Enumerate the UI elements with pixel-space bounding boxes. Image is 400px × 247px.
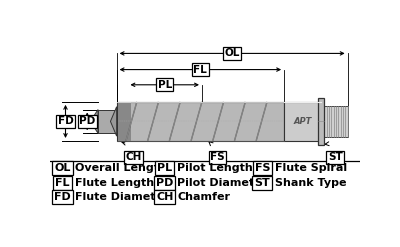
Text: PD: PD — [79, 116, 95, 126]
Text: Pilot Diameter: Pilot Diameter — [177, 178, 267, 188]
Text: FL: FL — [194, 64, 207, 75]
Text: FS: FS — [255, 164, 270, 173]
Polygon shape — [110, 107, 117, 136]
Text: Flute Spiral: Flute Spiral — [275, 164, 347, 173]
Bar — [98, 109, 117, 133]
Bar — [117, 102, 284, 141]
Text: Shank Type: Shank Type — [275, 178, 346, 188]
Text: FL: FL — [55, 178, 70, 188]
Text: OL: OL — [224, 48, 240, 58]
Bar — [318, 98, 324, 145]
Text: Flute Length: Flute Length — [75, 178, 154, 188]
Text: PL: PL — [158, 80, 172, 90]
Text: Flute Diameter: Flute Diameter — [75, 192, 168, 202]
Text: CH: CH — [156, 192, 173, 202]
Text: ST: ST — [328, 152, 342, 162]
Text: FD: FD — [58, 116, 73, 126]
Text: PD: PD — [156, 178, 173, 188]
Bar — [117, 102, 131, 141]
Text: APT: APT — [294, 117, 312, 126]
Text: Overall Length: Overall Length — [75, 164, 167, 173]
Text: OL: OL — [54, 164, 70, 173]
Text: Pilot Length: Pilot Length — [177, 164, 253, 173]
Text: ST: ST — [254, 178, 270, 188]
Bar — [284, 102, 321, 141]
Text: Chamfer: Chamfer — [177, 192, 230, 202]
Text: CH: CH — [126, 152, 142, 162]
Text: PL: PL — [157, 164, 172, 173]
Polygon shape — [90, 109, 98, 133]
Text: FD: FD — [54, 192, 71, 202]
Text: FS: FS — [210, 152, 225, 162]
Bar — [324, 106, 348, 137]
